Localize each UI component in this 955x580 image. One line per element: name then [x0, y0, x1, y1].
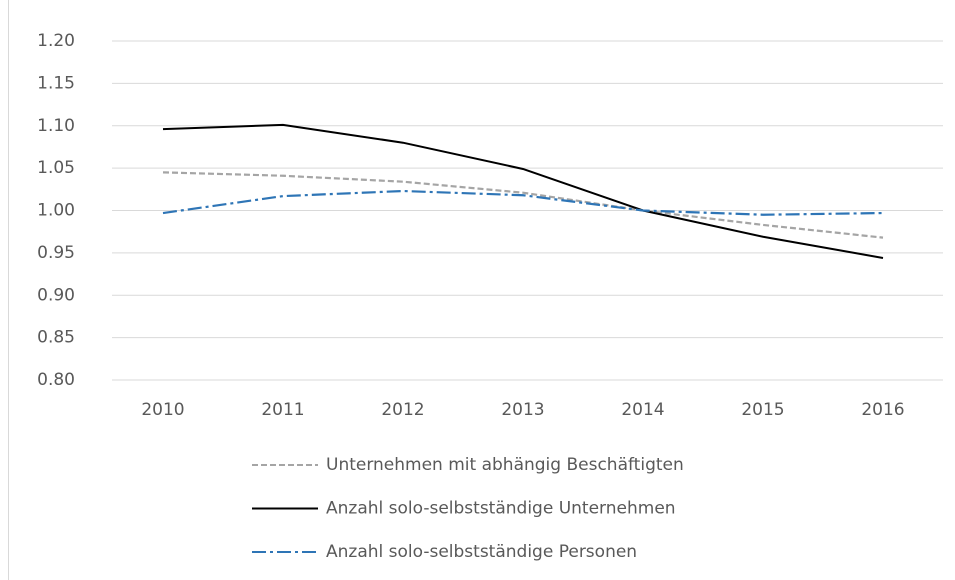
series-line — [162, 171, 884, 239]
x-tick-label: 2014 — [621, 400, 664, 420]
series-line — [162, 123, 884, 259]
y-tick-label: 1.05 — [37, 158, 75, 178]
legend-label: Anzahl solo-selbstständige Unternehmen — [326, 499, 676, 519]
y-tick-label: 1.20 — [37, 31, 75, 51]
series-line — [162, 189, 884, 216]
y-tick-label: 0.85 — [37, 328, 75, 348]
x-tick-label: 2011 — [261, 400, 304, 420]
legend-label: Anzahl solo-selbstständige Personen — [326, 542, 637, 562]
x-tick-label: 2010 — [141, 400, 184, 420]
x-tick-label: 2015 — [741, 400, 784, 420]
x-tick-label: 2016 — [861, 400, 904, 420]
legend-label: Unternehmen mit abhängig Beschäftigten — [326, 455, 684, 475]
y-tick-label: 0.95 — [37, 243, 75, 263]
y-tick-label: 0.80 — [37, 370, 75, 390]
y-tick-label: 1.15 — [37, 73, 75, 93]
y-tick-label: 0.90 — [37, 285, 75, 305]
x-tick-label: 2013 — [501, 400, 544, 420]
x-tick-label: 2012 — [381, 400, 424, 420]
y-tick-label: 1.10 — [37, 116, 75, 136]
y-tick-label: 1.00 — [37, 201, 75, 221]
